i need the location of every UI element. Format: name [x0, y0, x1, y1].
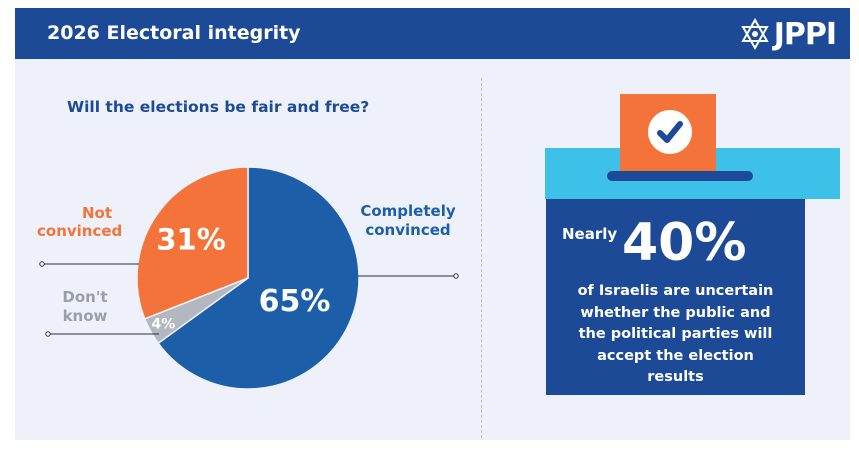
pie-slice-completely-convinced — [157, 166, 360, 390]
pie-label-completely-convinced: 65% — [259, 284, 331, 319]
logo-text: JPPI — [773, 16, 837, 52]
pie-chart: 65% 4% 31% — [39, 166, 459, 390]
ballot-box-slot — [607, 171, 753, 181]
pie-slice-not-convinced — [136, 166, 249, 320]
stat-prefix: Nearly — [562, 225, 618, 243]
label-not-convinced-2: convinced — [37, 222, 123, 240]
stat-value: 40% — [622, 213, 747, 273]
star-of-david-icon — [740, 17, 769, 51]
label-not-convinced: Not — [81, 204, 113, 222]
label-completely-convinced: Completely convinced — [360, 202, 456, 239]
ballot-box-body: Nearly 40% of Israelis are uncertain whe… — [546, 199, 805, 395]
leader-dot-not-convinced — [39, 261, 45, 267]
pie-label-don-t-know: 4% — [152, 317, 176, 333]
label-dont-know: Don't know — [62, 288, 108, 325]
leader-dot-completely — [453, 273, 459, 279]
stat-text: of Israelis are uncertain whether the pu… — [577, 283, 774, 385]
dashed-divider — [481, 78, 482, 438]
jppi-logo: JPPI — [738, 14, 837, 54]
page-title: 2026 Electoral integrity — [47, 22, 301, 44]
infographic-panel: 2026 Electoral integrity JPPI Will the e… — [15, 8, 850, 440]
chart-question: Will the elections be fair and free? — [67, 98, 370, 116]
pie-label-not-convinced: 31% — [156, 222, 225, 256]
header-bar: 2026 Electoral integrity JPPI — [15, 8, 850, 59]
leader-dot-dont-know — [45, 331, 51, 337]
checkmark-icon — [648, 110, 692, 154]
